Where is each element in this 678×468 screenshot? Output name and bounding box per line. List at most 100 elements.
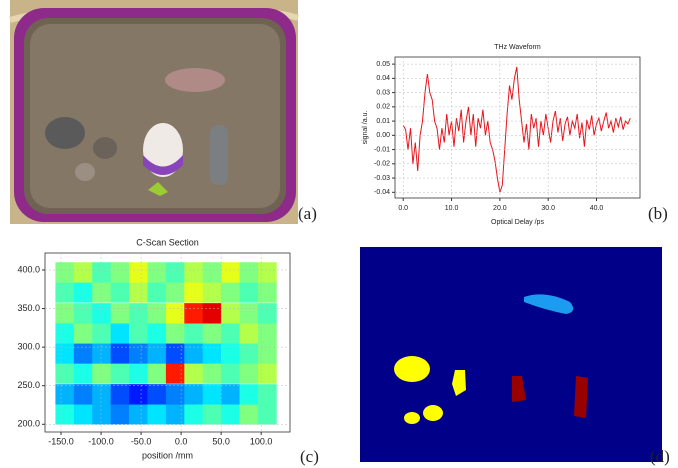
chart-title: THz Waveform (494, 44, 541, 51)
heat-cell (147, 384, 166, 404)
heat-cell (55, 384, 74, 404)
heat-cell (129, 384, 148, 404)
heat-cell (111, 343, 130, 363)
heat-cell (111, 262, 130, 282)
heat-cell (240, 384, 259, 404)
heat-cell (221, 384, 240, 404)
heat-cell (240, 262, 259, 282)
heat-cell (147, 303, 166, 323)
y-axis-label: signal /a.u. (362, 111, 369, 145)
heat-cell (203, 384, 222, 404)
heat-cell (92, 384, 111, 404)
x-tick-label: -100.0 (88, 436, 114, 446)
heat-cell (258, 343, 277, 363)
heat-cell (111, 363, 130, 383)
heat-cell (258, 303, 277, 323)
heat-cell (55, 343, 74, 363)
panel-label: (d) (650, 447, 670, 466)
heat-cell (147, 343, 166, 363)
heat-cell (55, 323, 74, 343)
heat-cell (240, 363, 259, 383)
figure: (a) (b) (c) (d) 0.010.020.030.040.00.050… (0, 0, 678, 468)
heat-cell (221, 323, 240, 343)
heat-cell (258, 363, 277, 383)
heat-cell (258, 384, 277, 404)
heat-cell (258, 282, 277, 302)
heat-cell (74, 343, 93, 363)
x-tick-label: -150.0 (48, 436, 74, 446)
heat-cell (203, 262, 222, 282)
heat-cell (221, 343, 240, 363)
heat-cell (111, 282, 130, 302)
y-tick-label: 400.0 (17, 264, 40, 274)
heat-cell (147, 323, 166, 343)
x-tick-label: 0.0 (398, 205, 408, 212)
heat-cell (258, 404, 277, 424)
heat-cell (184, 384, 203, 404)
heat-cell (166, 384, 185, 404)
heat-cell (184, 303, 203, 323)
heat-cell (74, 363, 93, 383)
heat-cell (55, 282, 74, 302)
heat-cell (166, 303, 185, 323)
heat-cell (129, 404, 148, 424)
heat-cell (111, 384, 130, 404)
y-tick-label: 0.02 (376, 104, 390, 111)
heat-cell (240, 282, 259, 302)
heat-cell (166, 282, 185, 302)
heat-cell (147, 404, 166, 424)
y-tick-label: 300.0 (17, 342, 40, 352)
heat-cell (74, 323, 93, 343)
heat-cell (166, 404, 185, 424)
heat-cell (55, 262, 74, 282)
heat-cell (129, 303, 148, 323)
x-tick-label: 0.0 (175, 436, 188, 446)
heat-cell (166, 323, 185, 343)
heat-cell (166, 343, 185, 363)
heat-cell (221, 282, 240, 302)
heat-cell (111, 323, 130, 343)
y-tick-label: 0.00 (376, 132, 390, 139)
y-tick-label: 0.05 (376, 61, 390, 68)
heat-cell (147, 262, 166, 282)
heat-cell (240, 404, 259, 424)
y-tick-label: 250.0 (17, 380, 40, 390)
heat-cell (240, 323, 259, 343)
heat-cell (166, 262, 185, 282)
x-tick-label: 10.0 (445, 205, 459, 212)
heat-cell (203, 404, 222, 424)
y-tick-label: 200.0 (17, 419, 40, 429)
heat-cell (184, 282, 203, 302)
heat-cell (74, 404, 93, 424)
y-tick-label: -0.03 (374, 175, 390, 182)
heat-cell (92, 343, 111, 363)
heat-cell (184, 323, 203, 343)
heat-cell (184, 404, 203, 424)
y-tick-label: 350.0 (17, 303, 40, 313)
heat-cell (92, 404, 111, 424)
heat-cell (55, 404, 74, 424)
x-tick-label: -50.0 (131, 436, 152, 446)
heat-cell (74, 384, 93, 404)
x-axis-label: position /mm (142, 450, 193, 460)
heat-cell (129, 323, 148, 343)
heat-cell (184, 262, 203, 282)
heat-cell (129, 262, 148, 282)
panel-label: (a) (298, 204, 317, 223)
heat-cell (258, 323, 277, 343)
heat-cell (203, 343, 222, 363)
heat-cell (92, 323, 111, 343)
heat-cell (111, 404, 130, 424)
segmentation-map (360, 247, 662, 462)
heat-cell (221, 262, 240, 282)
heat-cell (221, 404, 240, 424)
heat-cell (129, 363, 148, 383)
y-tick-label: -0.01 (374, 146, 390, 153)
heat-cell (184, 363, 203, 383)
heat-cell (129, 343, 148, 363)
heat-cell (240, 343, 259, 363)
heat-cell (166, 363, 185, 383)
heat-cell (221, 363, 240, 383)
chart-title: C-Scan Section (136, 237, 199, 247)
y-tick-label: 0.03 (376, 89, 390, 96)
